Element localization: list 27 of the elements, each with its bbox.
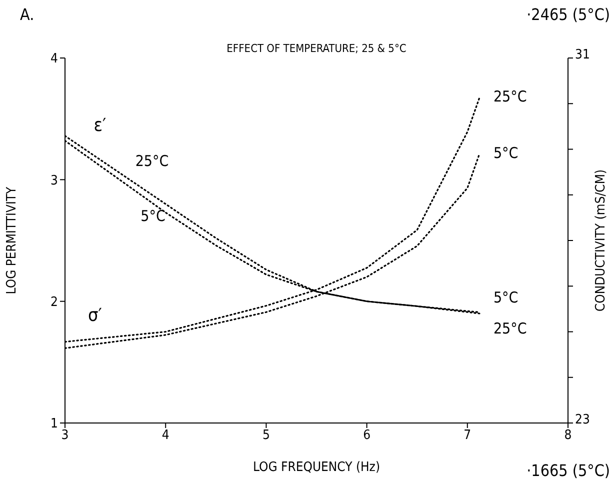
x-tick-label: 5 [262, 428, 270, 444]
y2-tick-label: 31 [575, 48, 590, 63]
y-axis-title: LOG PERMITTIVITY [4, 186, 20, 294]
text: ·2465 (5°C) [526, 5, 610, 24]
text: A. [20, 5, 34, 24]
series-label: 5°C [493, 288, 518, 306]
annotation: σ′ [88, 305, 102, 326]
series-label: 25°C [493, 88, 527, 106]
y-tick-label: 2 [50, 294, 58, 310]
x-tick-label: 7 [464, 428, 472, 444]
y-tick-label: 1 [50, 416, 58, 432]
y2-axis-title: CONDUCTIVITY (mS/CM) [594, 169, 609, 312]
chart-title: EFFECT OF TEMPERATURE; 25 & 5°C [226, 42, 406, 55]
x-axis-title: LOG FREQUENCY (Hz) [252, 460, 380, 475]
y2-tick-label: 23 [575, 412, 590, 428]
x-tick-label: 3 [61, 428, 69, 444]
x-tick-label: 6 [363, 428, 371, 444]
series-label: 25°C [493, 320, 527, 338]
series-label: 5°C [493, 144, 518, 162]
annotation: 5°C [140, 207, 166, 225]
text: ·1665 (5°C) [526, 461, 610, 480]
annotation: 25°C [135, 152, 169, 170]
y-tick-label: 3 [50, 173, 58, 188]
x-tick-label: 4 [162, 428, 170, 444]
annotation: ε′ [94, 115, 107, 136]
y-tick-label: 4 [50, 52, 58, 67]
x-tick-label: 8 [564, 428, 572, 444]
